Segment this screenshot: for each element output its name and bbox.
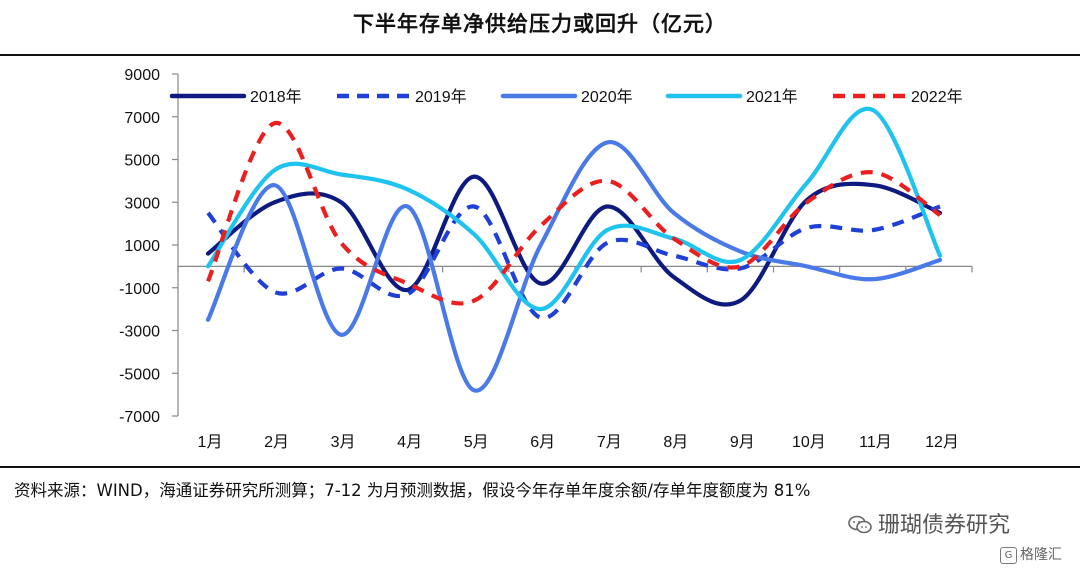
logo: G 格隆汇	[1000, 544, 1062, 564]
x-tick-label: 8月	[663, 434, 688, 451]
x-tick-label: 2月	[264, 434, 289, 451]
series-line-5	[206, 121, 942, 306]
y-tick-label: -7000	[119, 409, 160, 426]
x-tick-label: 12月	[925, 434, 959, 451]
line-chart: 9000 7000 5000 3000 1000 -1000 -3000 -5000 -7000…	[119, 67, 973, 451]
y-tick-label: 5000	[124, 153, 160, 170]
source-divider	[0, 466, 1080, 468]
series-line-1	[205, 174, 943, 307]
x-tick-label: 5月	[464, 434, 489, 451]
y-tick-label: 7000	[124, 110, 160, 127]
y-tick-label: -1000	[119, 281, 160, 298]
x-tick-label: 10月	[792, 434, 826, 451]
x-tick-label: 4月	[397, 434, 422, 451]
chart-legend: 2018年 2019年 2020年 2021年 2022年	[169, 88, 963, 106]
page-title: 下半年存单净供给压力或回升（亿元）	[353, 11, 727, 36]
legend-label-2: 2019年	[415, 88, 467, 106]
x-tick-label: 3月	[331, 434, 356, 451]
x-tick-label: 11月	[859, 434, 892, 451]
y-tick-label: -3000	[119, 324, 160, 341]
x-tick-label: 9月	[730, 434, 755, 451]
series-line-4	[205, 106, 943, 312]
x-tick-label: 6月	[530, 434, 555, 451]
watermark-text: 珊瑚债券研究	[878, 513, 1011, 538]
series-line-3	[205, 140, 943, 393]
logo-text: 格隆汇	[1020, 547, 1062, 563]
y-tick-label: -5000	[119, 366, 160, 383]
title-divider	[0, 54, 1080, 56]
legend-label-1: 2018年	[250, 88, 302, 106]
legend-label-4: 2021年	[746, 88, 798, 106]
series-line-2	[206, 204, 941, 320]
x-tick-label: 1月	[198, 434, 223, 451]
legend-label-5: 2022年	[911, 88, 963, 106]
x-tick-label: 7月	[597, 434, 622, 451]
y-tick-label: 3000	[124, 195, 160, 212]
watermark: 珊瑚债券研究	[848, 507, 1010, 539]
wechat-icon	[848, 513, 872, 538]
chart-series-layer	[205, 106, 943, 393]
y-tick-label: 1000	[124, 238, 160, 255]
source-note: 资料来源：WIND，海通证券研究所测算；7-12 为月预测数据，假设今年存单年度…	[14, 481, 811, 500]
y-tick-label: 9000	[124, 67, 160, 84]
gelonghui-logo-icon: G	[1000, 546, 1017, 564]
chart-axes: 9000 7000 5000 3000 1000 -1000 -3000 -5000 -7000…	[119, 67, 973, 451]
legend-label-3: 2020年	[581, 88, 633, 106]
